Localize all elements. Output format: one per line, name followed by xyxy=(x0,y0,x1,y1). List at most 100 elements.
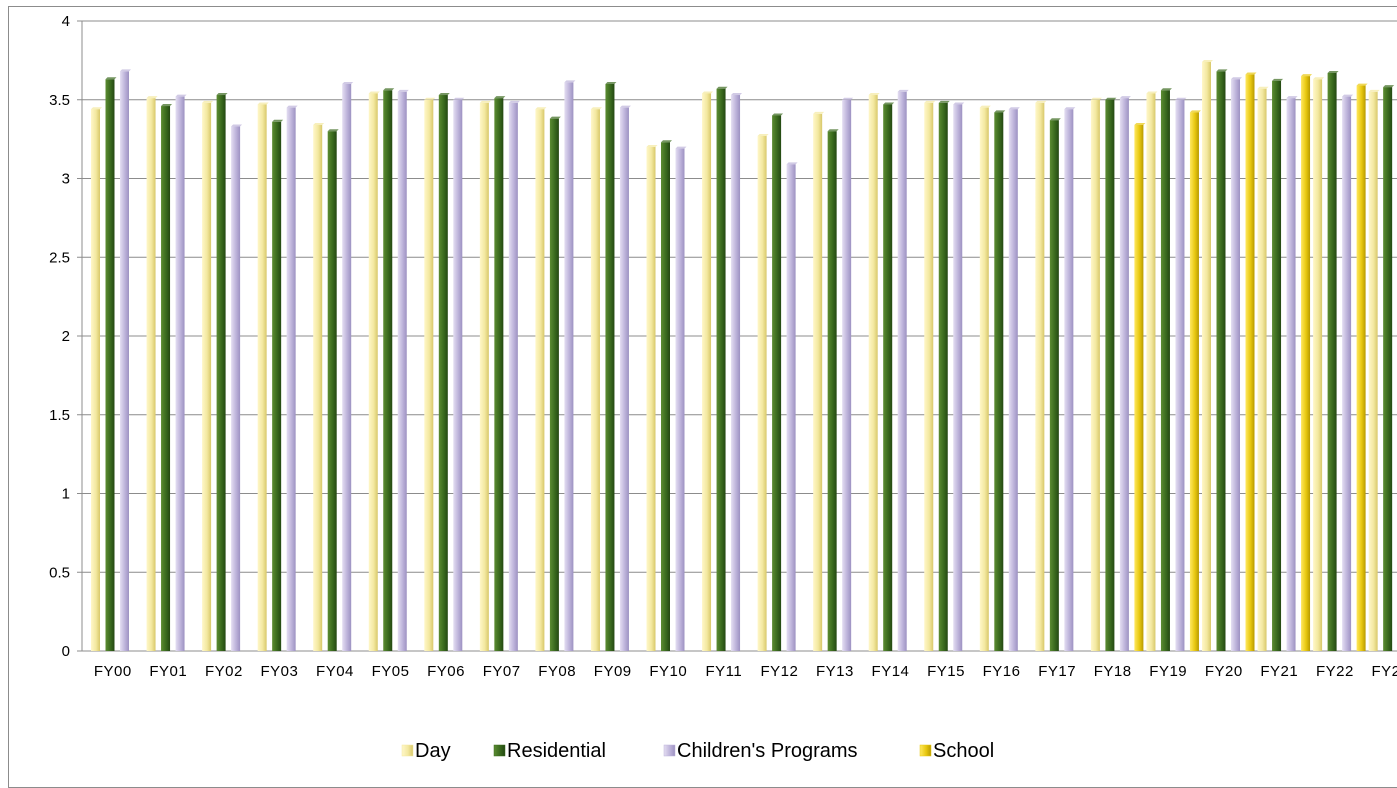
bar-residential-fy18 xyxy=(1105,99,1115,651)
bar-children-s-programs-fy22 xyxy=(1342,96,1352,652)
x-tick-label: FY18 xyxy=(1094,663,1132,680)
bar-children-s-programs-fy09 xyxy=(619,107,629,651)
bar-cap xyxy=(813,111,825,114)
bar-cap xyxy=(883,102,895,105)
x-tick-label: FY10 xyxy=(649,663,687,680)
bar-cap xyxy=(1301,74,1313,77)
bar-day-fy12 xyxy=(757,135,767,652)
bar-day-fy19 xyxy=(1146,93,1156,651)
bar-residential-fy00 xyxy=(105,79,115,651)
bar-residential-fy06 xyxy=(438,95,448,651)
bar-cap xyxy=(1146,91,1158,94)
y-tick-label: 2.5 xyxy=(49,249,70,266)
bar-school-fy18 xyxy=(1134,124,1144,651)
bar-children-s-programs-fy07 xyxy=(508,102,518,651)
x-tick-label: FY20 xyxy=(1205,663,1243,680)
bar-cap xyxy=(120,69,131,72)
bar-cap xyxy=(564,80,576,83)
bar-cap xyxy=(772,113,784,116)
x-tick-label: FY15 xyxy=(927,663,965,680)
x-tick-label: FY08 xyxy=(538,663,576,680)
bar-cap xyxy=(702,91,714,94)
bar-children-s-programs-fy08 xyxy=(564,82,574,652)
y-tick-label: 2 xyxy=(62,328,70,345)
bar-day-fy01 xyxy=(146,98,156,652)
bar-children-s-programs-fy05 xyxy=(397,91,407,651)
bar-cap xyxy=(494,96,506,99)
bar-cap xyxy=(1160,88,1172,91)
y-tick-label: 3 xyxy=(62,171,70,188)
bar-residential-fy07 xyxy=(494,98,504,652)
bar-children-s-programs-fy17 xyxy=(1064,109,1074,651)
bar-day-fy04 xyxy=(313,124,323,651)
bar-cap xyxy=(424,97,436,100)
bar-children-s-programs-fy14 xyxy=(897,91,907,651)
x-tick-label: FY07 xyxy=(483,663,521,680)
bar-cap xyxy=(161,104,173,107)
bar-day-fy14 xyxy=(868,95,878,651)
y-tick-labels: 0 0.5 1 1.5 2 2.5 3 3.5 4 xyxy=(49,13,70,660)
bar-residential-fy13 xyxy=(827,131,837,651)
bar-cap xyxy=(1064,107,1076,110)
y-tick-label: 1 xyxy=(62,486,70,503)
bar-cap xyxy=(1008,107,1020,110)
bar-cap xyxy=(453,97,465,100)
bar-day-fy23 xyxy=(1368,91,1378,651)
bar-children-s-programs-fy00 xyxy=(120,71,129,651)
bar-school-fy20 xyxy=(1245,74,1255,652)
bar-cap xyxy=(1272,78,1284,81)
legend-swatch xyxy=(663,744,676,757)
bar-day-fy03 xyxy=(257,104,267,652)
bar-day-fy06 xyxy=(424,99,434,651)
bar-residential-fy02 xyxy=(216,95,226,651)
bar-cap xyxy=(1202,59,1213,62)
bar-cap xyxy=(590,107,602,110)
y-tick-label: 0.5 xyxy=(49,564,70,581)
x-tick-label: FY01 xyxy=(149,663,187,680)
bar-cap xyxy=(286,105,298,108)
bar-day-fy07 xyxy=(479,102,489,651)
bar-cap xyxy=(1119,96,1131,99)
bar-day-fy09 xyxy=(590,109,600,651)
bar-cap xyxy=(1383,85,1395,88)
bar-children-s-programs-fy19 xyxy=(1175,99,1185,651)
legend: Day Residential Children's Programs School xyxy=(401,740,994,762)
y-tick-label: 4 xyxy=(62,13,70,30)
bar-day-fy10 xyxy=(646,147,656,651)
bar-children-s-programs-fy20 xyxy=(1231,79,1240,651)
x-tick-label: FY23 xyxy=(1371,663,1397,680)
x-tick-label: FY16 xyxy=(983,663,1021,680)
bar-cap xyxy=(938,100,950,103)
bar-cap xyxy=(1368,89,1380,92)
bar-cap xyxy=(438,93,450,96)
bar-cap xyxy=(549,116,561,119)
bar-cap xyxy=(535,107,547,110)
bar-cap xyxy=(1105,97,1117,100)
bar-school-fy21 xyxy=(1301,76,1311,651)
bar-cap xyxy=(716,86,728,89)
bar-cap xyxy=(731,93,743,96)
bars xyxy=(91,59,1395,652)
bar-cap xyxy=(146,96,158,99)
bar-cap xyxy=(1327,70,1339,73)
legend-label: Residential xyxy=(507,740,606,762)
bar-day-fy02 xyxy=(202,102,212,651)
bar-children-s-programs-fy10 xyxy=(675,148,685,651)
bar-children-s-programs-fy15 xyxy=(953,104,963,652)
bar-cap xyxy=(368,91,380,94)
y-tick-label: 0 xyxy=(62,643,70,660)
bar-cap xyxy=(1257,86,1269,89)
x-tick-label: FY17 xyxy=(1038,663,1076,680)
bar-cap xyxy=(661,140,672,143)
bar-cap xyxy=(397,89,409,92)
bar-cap xyxy=(202,100,214,103)
x-tick-label: FY21 xyxy=(1260,663,1298,680)
legend-label: School xyxy=(933,740,994,762)
bar-residential-fy05 xyxy=(383,90,393,652)
bar-day-fy08 xyxy=(535,109,545,651)
bar-cap xyxy=(175,94,187,97)
bar-day-fy21 xyxy=(1257,88,1267,652)
bar-cap xyxy=(216,93,228,96)
bar-children-s-programs-fy18 xyxy=(1119,98,1129,652)
bar-residential-fy11 xyxy=(716,88,726,652)
